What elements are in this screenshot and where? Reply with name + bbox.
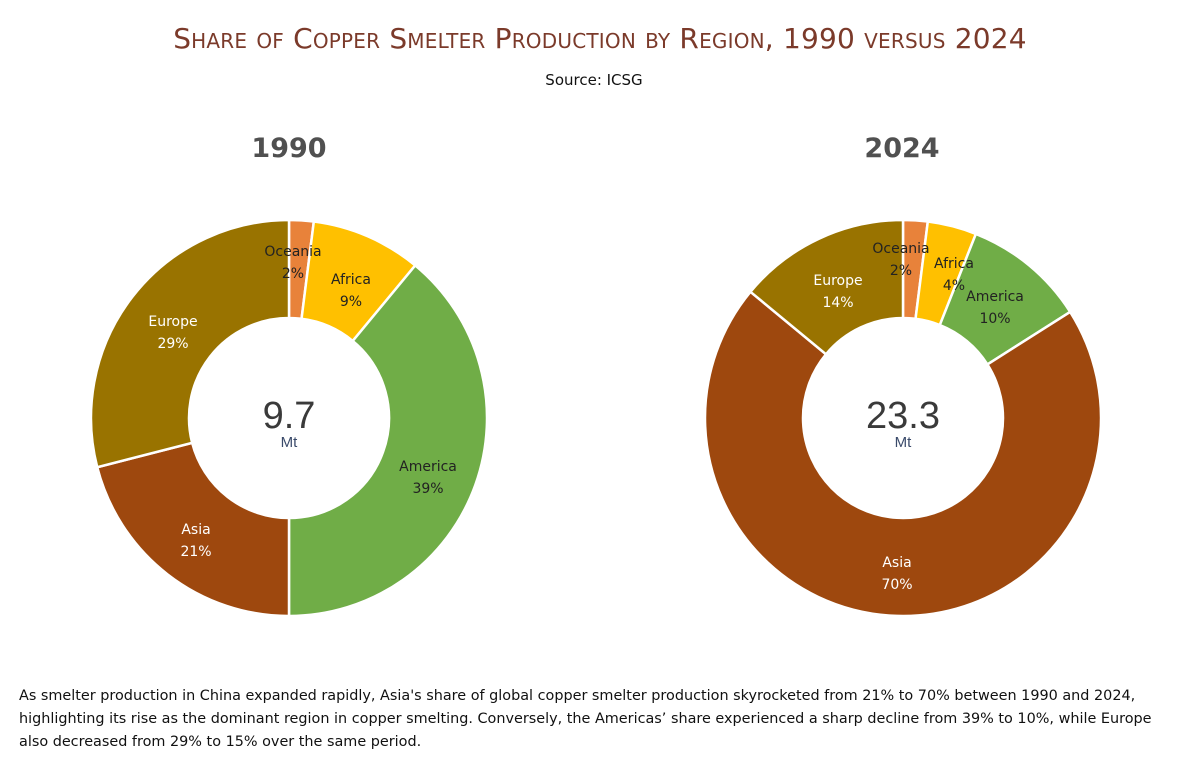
description-line-3: also decreased from 29% to 15% over the … <box>19 734 422 750</box>
donut-1990-label-africa: Africa 9% <box>331 272 371 310</box>
donut-2024-center-unit: Mt <box>895 434 912 451</box>
donut-2024: Oceania 2% Africa 4%America 10% Asia 70% Europe… <box>703 218 1103 618</box>
donut-1990-title: 1990 <box>251 133 327 164</box>
donut-1990-label-america: America 39% <box>399 459 457 497</box>
description-paragraph: As smelter production in China expanded … <box>19 685 1189 754</box>
donut-2024-title: 2024 <box>864 133 940 164</box>
donut-1990-center-value: 9.7 <box>263 395 316 437</box>
donut-2024-label-oceania: Oceania 2% <box>872 241 929 279</box>
chart-source: Source: ICSG <box>545 71 643 89</box>
donut-2024-label-america: America 10% <box>966 289 1024 327</box>
donut-2024-label-asia: Asia 70% <box>881 555 912 593</box>
donut-1990-slice-europe <box>89 218 291 469</box>
chart-title: Share of Copper Smelter Production by Re… <box>173 22 1027 55</box>
donut-2024-center-value: 23.3 <box>866 395 940 437</box>
donut-1990: Oceania 2% Africa 9% America 39% Asia 21% Europe… <box>89 218 489 618</box>
donut-1990-label-asia: Asia 21% <box>180 522 211 560</box>
donut-charts: Oceania 2% Africa 9% America 39% Asia 21% Europe… <box>89 218 1103 618</box>
donut-1990-center-unit: Mt <box>281 434 298 451</box>
donut-2024-label-europe: Europe 14% <box>813 273 862 311</box>
donut-2024-label-africa: Africa 4% <box>934 256 974 294</box>
donut-2024-slice-europe <box>748 218 905 357</box>
donut-1990-slice-asia <box>95 441 291 618</box>
donut-1990-label-europe: Europe 29% <box>148 314 197 352</box>
description-line-2: highlighting its rise as the dominant re… <box>19 711 1152 727</box>
donut-1990-slice-america <box>287 263 489 618</box>
donut-2024-slice-asia <box>703 290 1103 618</box>
donut-1990-label-oceania: Oceania 2% <box>264 244 321 282</box>
description-line-1: As smelter production in China expanded … <box>19 688 1136 704</box>
